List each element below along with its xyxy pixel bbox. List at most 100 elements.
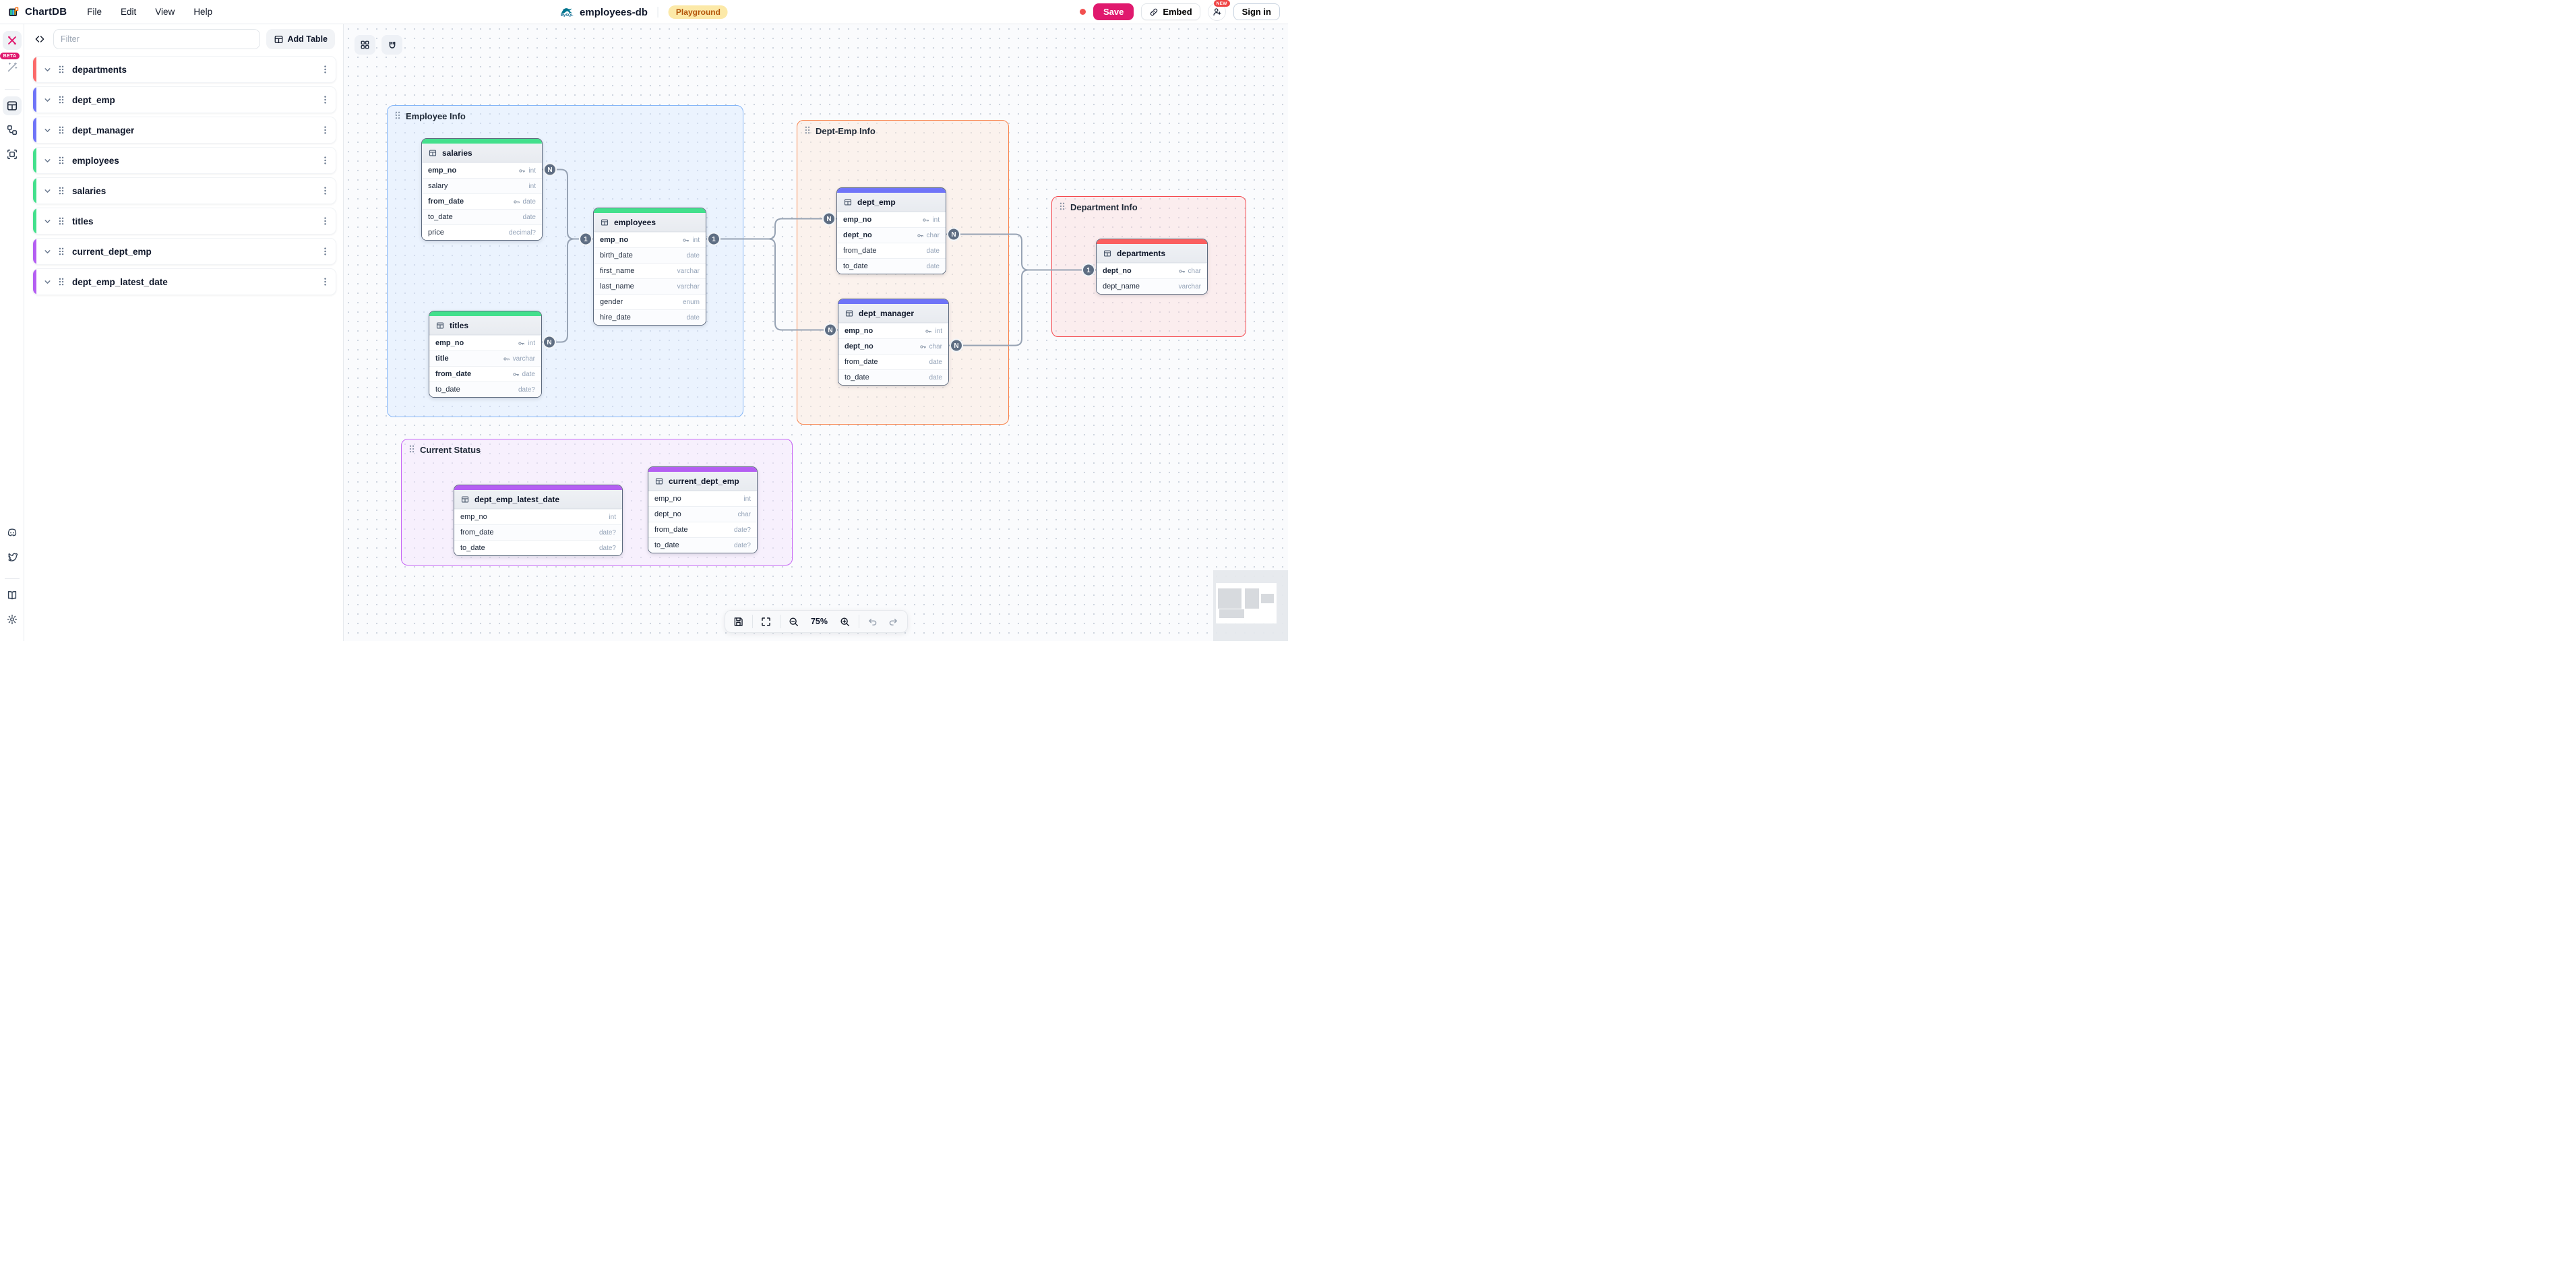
table-field-row[interactable]: last_name varchar [594, 278, 706, 294]
table-field-row[interactable]: dept_name varchar [1097, 278, 1207, 294]
table-list-item[interactable]: departments [32, 56, 336, 83]
table-menu-icon[interactable] [321, 95, 330, 104]
twitter-icon[interactable] [3, 547, 22, 566]
diagram-table-departments[interactable]: departments dept_no char dept_name varchar [1096, 239, 1208, 295]
table-field-row[interactable]: title varchar [429, 350, 541, 366]
chevron-down-icon[interactable] [43, 187, 52, 195]
chevron-down-icon[interactable] [43, 65, 52, 74]
table-menu-icon[interactable] [321, 125, 330, 135]
table-field-row[interactable]: emp_no int [422, 162, 542, 178]
chevron-down-icon[interactable] [43, 278, 52, 286]
tables-icon[interactable] [2, 96, 22, 115]
table-header[interactable]: employees [594, 213, 706, 232]
drag-handle-icon[interactable] [58, 186, 65, 195]
relationship-line[interactable] [946, 233, 1097, 271]
table-field-row[interactable]: from_date date? [648, 522, 757, 537]
chevron-down-icon[interactable] [43, 217, 52, 226]
table-list-item[interactable]: current_dept_emp [32, 238, 336, 265]
relationship-line[interactable] [948, 269, 1097, 346]
table-field-row[interactable]: from_date date [429, 366, 541, 381]
areas-icon[interactable] [3, 145, 22, 164]
table-field-row[interactable]: to_date date? [648, 537, 757, 553]
relationship-line[interactable] [706, 238, 838, 331]
table-menu-icon[interactable] [321, 216, 330, 226]
table-field-row[interactable]: dept_no char [1097, 263, 1207, 278]
menu-edit[interactable]: Edit [121, 7, 137, 17]
table-field-row[interactable]: birth_date date [594, 247, 706, 263]
drag-handle-icon[interactable] [58, 125, 65, 135]
table-header[interactable]: salaries [422, 144, 542, 162]
table-field-row[interactable]: to_date date [837, 258, 946, 274]
table-list-item[interactable]: dept_manager [32, 117, 336, 144]
diagram-table-dept_manager[interactable]: dept_manager emp_no int dept_no char from_dat… [838, 299, 949, 386]
table-header[interactable]: dept_manager [838, 304, 948, 323]
table-list-item[interactable]: employees [32, 147, 336, 174]
table-menu-icon[interactable] [321, 65, 330, 74]
drag-handle-icon[interactable] [58, 95, 65, 104]
table-field-row[interactable]: from_date date? [454, 524, 622, 540]
table-field-row[interactable]: to_date date? [454, 540, 622, 555]
magnet-icon[interactable] [381, 35, 402, 55]
discord-icon[interactable] [3, 523, 22, 542]
drag-handle-icon[interactable] [58, 216, 65, 226]
table-list-item[interactable]: titles [32, 208, 336, 235]
drag-handle-icon[interactable] [394, 111, 401, 122]
table-field-row[interactable]: emp_no int [429, 335, 541, 350]
save-icon[interactable] [730, 613, 747, 630]
sign-in-button[interactable]: Sign in [1233, 3, 1280, 20]
zoom-out-icon[interactable] [785, 613, 803, 630]
table-field-row[interactable]: price decimal? [422, 224, 542, 240]
relationships-icon[interactable] [3, 121, 22, 140]
app-logo[interactable]: ChartDB [8, 6, 67, 18]
fullscreen-icon[interactable] [758, 613, 775, 630]
relationship-line[interactable] [706, 218, 837, 240]
relationship-line[interactable] [542, 169, 594, 240]
invite-user-button[interactable]: NEW [1207, 0, 1230, 21]
table-field-row[interactable]: first_name varchar [594, 263, 706, 278]
save-button[interactable]: Save [1093, 3, 1134, 20]
table-menu-icon[interactable] [321, 277, 330, 286]
table-field-row[interactable]: from_date date [838, 354, 948, 369]
diagram-table-titles[interactable]: titles emp_no int title varchar from_date date… [429, 311, 542, 398]
drag-handle-icon[interactable] [58, 277, 65, 286]
table-header[interactable]: dept_emp [837, 193, 946, 212]
add-table-button[interactable]: Add Table [266, 29, 335, 49]
table-header[interactable]: titles [429, 316, 541, 335]
grid-view-icon[interactable] [355, 35, 375, 55]
menu-view[interactable]: View [155, 7, 175, 17]
chevron-down-icon[interactable] [43, 156, 52, 165]
relationship-line[interactable] [541, 238, 594, 343]
minimap[interactable] [1213, 570, 1288, 641]
redo-icon[interactable] [885, 613, 902, 630]
table-header[interactable]: departments [1097, 244, 1207, 263]
table-field-row[interactable]: hire_date date [594, 309, 706, 325]
drag-handle-icon[interactable] [408, 444, 415, 456]
diagram-name[interactable]: employees-db [580, 6, 648, 18]
chevron-down-icon[interactable] [43, 247, 52, 256]
code-view-icon[interactable] [32, 32, 47, 47]
diagram-canvas[interactable]: 75% Employee Info Dept-Emp Info Department… [344, 24, 1288, 641]
chevron-down-icon[interactable] [43, 96, 52, 104]
table-field-row[interactable]: dept_no char [648, 506, 757, 522]
undo-icon[interactable] [864, 613, 882, 630]
table-list-item[interactable]: dept_emp [32, 86, 336, 113]
drag-handle-icon[interactable] [58, 156, 65, 165]
table-field-row[interactable]: from_date date [837, 243, 946, 258]
table-field-row[interactable]: salary int [422, 178, 542, 193]
magic-wand-icon[interactable] [3, 58, 22, 77]
table-header[interactable]: current_dept_emp [648, 472, 757, 491]
embed-button[interactable]: Embed [1141, 3, 1200, 20]
settings-icon[interactable] [3, 610, 22, 629]
editor-icon[interactable] [2, 31, 22, 50]
table-list-item[interactable]: dept_emp_latest_date [32, 268, 336, 295]
table-field-row[interactable]: dept_no char [837, 227, 946, 243]
table-field-row[interactable]: to_date date [838, 369, 948, 385]
docs-icon[interactable] [3, 586, 22, 605]
table-menu-icon[interactable] [321, 247, 330, 256]
zoom-level[interactable]: 75% [806, 613, 833, 630]
table-field-row[interactable]: gender enum [594, 294, 706, 309]
diagram-table-current_dept_emp[interactable]: current_dept_emp emp_no int dept_no char from… [648, 466, 758, 553]
table-field-row[interactable]: dept_no char [838, 338, 948, 354]
table-field-row[interactable]: emp_no int [648, 491, 757, 506]
table-header[interactable]: dept_emp_latest_date [454, 490, 622, 509]
